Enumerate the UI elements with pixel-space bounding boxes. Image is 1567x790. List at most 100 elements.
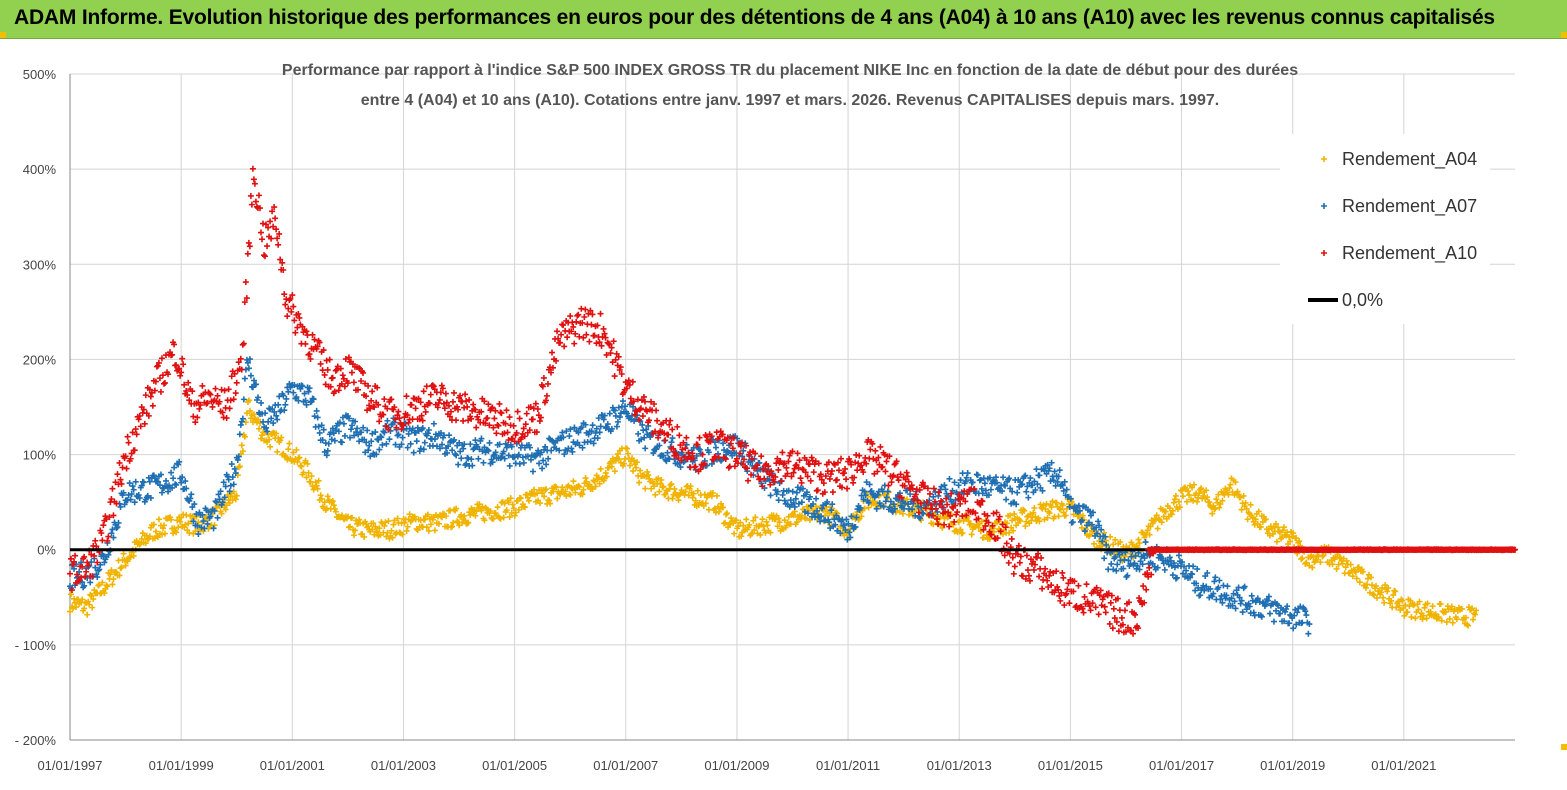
marker-rendement-a04 xyxy=(1041,516,1048,523)
marker-rendement-a04 xyxy=(666,485,673,492)
marker-rendement-a07 xyxy=(543,461,550,468)
marker-rendement-a07 xyxy=(168,469,175,476)
marker-rendement-a04 xyxy=(858,513,865,520)
marker-rendement-a04 xyxy=(233,492,240,499)
marker-rendement-a04 xyxy=(1446,615,1453,622)
marker-rendement-a07 xyxy=(241,375,248,382)
marker-rendement-a10 xyxy=(582,306,589,313)
marker-rendement-a04 xyxy=(694,487,701,494)
marker-rendement-a04 xyxy=(1053,499,1060,506)
marker-rendement-a04 xyxy=(293,446,300,453)
marker-rendement-a07 xyxy=(642,445,649,452)
marker-rendement-a04 xyxy=(1368,582,1375,589)
marker-rendement-a07 xyxy=(1303,612,1310,619)
marker-rendement-a04 xyxy=(597,465,604,472)
marker-rendement-a04 xyxy=(113,569,120,576)
marker-rendement-a04 xyxy=(750,517,757,524)
corner-marker xyxy=(0,32,6,38)
marker-rendement-a10 xyxy=(725,464,732,471)
marker-rendement-a07 xyxy=(384,417,391,424)
marker-rendement-a07 xyxy=(789,488,796,495)
marker-rendement-a10 xyxy=(92,537,99,544)
marker-rendement-a07 xyxy=(1161,566,1168,573)
marker-rendement-a04 xyxy=(746,521,753,528)
marker-rendement-a10 xyxy=(403,393,410,400)
marker-rendement-a04 xyxy=(243,410,250,417)
marker-rendement-a04 xyxy=(1004,520,1011,527)
marker-rendement-a10 xyxy=(1036,573,1043,580)
marker-rendement-a04 xyxy=(740,522,747,529)
marker-rendement-a10 xyxy=(1095,611,1102,618)
marker-rendement-a07 xyxy=(455,461,462,468)
marker-rendement-a10 xyxy=(226,405,233,412)
marker-rendement-a04 xyxy=(487,508,494,515)
marker-rendement-a04 xyxy=(1070,511,1077,518)
marker-rendement-a10 xyxy=(1075,582,1082,589)
marker-rendement-a10 xyxy=(828,467,835,474)
marker-rendement-a10 xyxy=(326,356,333,363)
marker-rendement-a10 xyxy=(1011,563,1018,570)
marker-rendement-a04 xyxy=(236,463,243,470)
marker-rendement-a04 xyxy=(596,480,603,487)
marker-rendement-a04 xyxy=(503,507,510,514)
marker-rendement-a07 xyxy=(619,398,626,405)
marker-rendement-a04 xyxy=(285,446,292,453)
marker-rendement-a04 xyxy=(797,515,804,522)
marker-rendement-a10 xyxy=(275,241,282,248)
marker-rendement-a10 xyxy=(990,510,997,517)
marker-rendement-a10 xyxy=(484,414,491,421)
marker-rendement-a04 xyxy=(108,567,115,574)
marker-rendement-a04 xyxy=(158,531,165,538)
marker-rendement-a07 xyxy=(1266,610,1273,617)
chart-area: 500% 400% 300% 200% 100% 0% - 100% - 200% 01/01/… xyxy=(0,38,1567,790)
marker-rendement-a10 xyxy=(221,387,228,394)
marker-rendement-a04 xyxy=(676,491,683,498)
marker-rendement-a04 xyxy=(130,552,137,559)
marker-rendement-a04 xyxy=(199,519,206,526)
marker-rendement-a07 xyxy=(1036,472,1043,479)
marker-rendement-a04 xyxy=(611,468,618,475)
marker-rendement-a10 xyxy=(580,334,587,341)
marker-rendement-a04 xyxy=(1031,505,1038,511)
marker-rendement-a04 xyxy=(95,582,102,589)
marker-rendement-a04 xyxy=(146,533,153,540)
marker-rendement-a10 xyxy=(543,392,550,399)
marker-rendement-a04 xyxy=(711,505,718,512)
marker-rendement-a04 xyxy=(603,473,610,480)
marker-rendement-a10 xyxy=(272,215,279,222)
marker-rendement-a10 xyxy=(119,464,126,471)
marker-rendement-a04 xyxy=(754,530,761,537)
marker-rendement-a10 xyxy=(288,308,295,315)
marker-rendement-a04 xyxy=(376,525,383,532)
marker-rendement-a07 xyxy=(324,447,331,454)
marker-rendement-a10 xyxy=(72,552,79,559)
marker-rendement-a10 xyxy=(109,485,116,492)
marker-rendement-a04 xyxy=(553,484,560,491)
marker-rendement-a04 xyxy=(255,416,262,423)
marker-rendement-a04 xyxy=(751,527,758,534)
marker-rendement-a10 xyxy=(196,405,203,412)
marker-rendement-a04 xyxy=(200,528,207,535)
marker-rendement-a04 xyxy=(352,527,359,534)
marker-rendement-a10 xyxy=(826,475,833,482)
marker-rendement-a04 xyxy=(608,463,615,470)
marker-rendement-a07 xyxy=(1172,575,1179,582)
marker-rendement-a10 xyxy=(149,402,156,409)
marker-rendement-a10 xyxy=(666,421,673,428)
marker-rendement-a04 xyxy=(266,436,273,443)
marker-rendement-a04 xyxy=(298,463,305,470)
marker-rendement-a04 xyxy=(150,521,157,528)
marker-rendement-a04 xyxy=(559,484,566,491)
marker-rendement-a04 xyxy=(305,469,312,476)
marker-rendement-a07 xyxy=(87,579,94,586)
marker-rendement-a10 xyxy=(882,468,889,475)
marker-rendement-a10 xyxy=(223,415,230,422)
marker-rendement-a07 xyxy=(516,460,523,467)
marker-rendement-a10 xyxy=(850,479,857,486)
marker-rendement-a10 xyxy=(877,443,884,450)
marker-rendement-a10 xyxy=(573,318,580,325)
marker-rendement-a07 xyxy=(170,475,177,482)
marker-rendement-a04 xyxy=(390,521,397,528)
marker-rendement-a04 xyxy=(524,494,531,501)
marker-rendement-a04 xyxy=(1063,505,1070,512)
